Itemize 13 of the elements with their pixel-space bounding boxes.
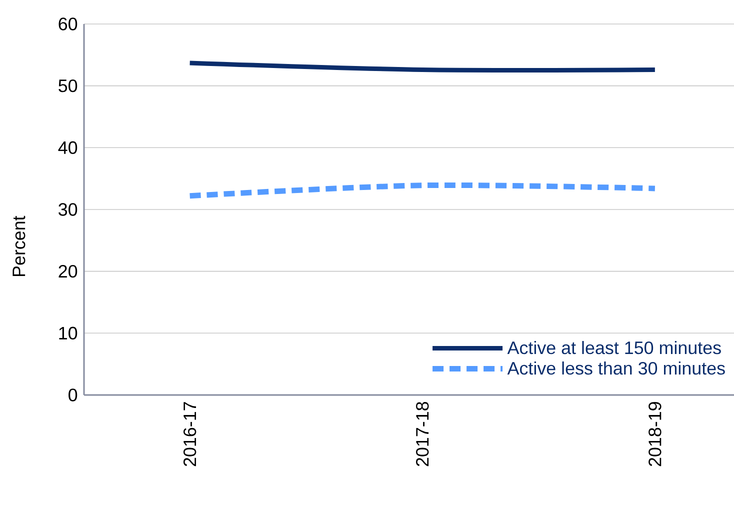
- y-tick-label: 10: [59, 326, 78, 340]
- x-tick-label: 2017-18: [416, 402, 429, 466]
- legend-label: Active less than 30 minutes: [507, 361, 725, 375]
- y-tick-label: 20: [58, 264, 78, 278]
- x-tick-label: 2018-19: [648, 402, 662, 466]
- y-tick-label: 50: [58, 79, 78, 92]
- y-tick-label: 60: [58, 18, 78, 30]
- legend-label: Active at least 150 minutes: [507, 340, 721, 354]
- y-tick-label: 40: [58, 141, 78, 154]
- y-axis-title: Percent: [12, 216, 26, 276]
- y-tick-label: 30: [58, 203, 78, 216]
- x-tick-label: 2016-17: [183, 402, 196, 466]
- y-tick-label: 0: [68, 388, 78, 402]
